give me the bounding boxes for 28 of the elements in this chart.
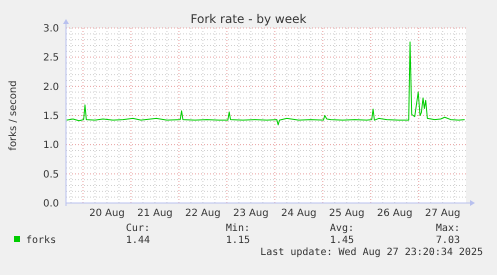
x-tick-label: 21 Aug (137, 208, 173, 219)
text: Avg: (330, 223, 354, 234)
legend-label: forks (26, 235, 56, 246)
text: Min: (226, 223, 250, 234)
text: 1.15 (226, 235, 250, 246)
text: 7.03 (436, 235, 460, 246)
y-tick-label: 3.0 (43, 24, 59, 34)
x-tick-label: 22 Aug (185, 208, 221, 219)
text: Last update: Wed Aug 27 23:20:34 2025 (260, 247, 483, 258)
x-tick-label: 20 Aug (89, 208, 125, 219)
text: Cur: (126, 223, 150, 234)
y-tick-label: 1.5 (43, 111, 59, 122)
line-series (66, 42, 466, 126)
y-tick-label: 0.0 (43, 198, 59, 210)
y-axis-title: forks / second (8, 80, 19, 151)
x-tick-label: 24 Aug (281, 208, 317, 219)
y-tick-label: 1.0 (43, 140, 59, 152)
text: Max: (436, 223, 460, 234)
x-tick-label: 27 Aug (424, 208, 460, 219)
x-tick-label: 26 Aug (377, 208, 412, 219)
y-tick-label: 0.5 (43, 169, 59, 180)
text: 1.45 (330, 235, 354, 246)
text: 1.44 (126, 235, 150, 246)
y-tick-label: 2.0 (43, 82, 59, 93)
y-tick-label: 2.5 (43, 52, 59, 64)
chart-title: Fork rate - by week (190, 12, 306, 26)
x-tick-label: 25 Aug (329, 208, 364, 219)
x-tick-label: 23 Aug (233, 208, 269, 219)
